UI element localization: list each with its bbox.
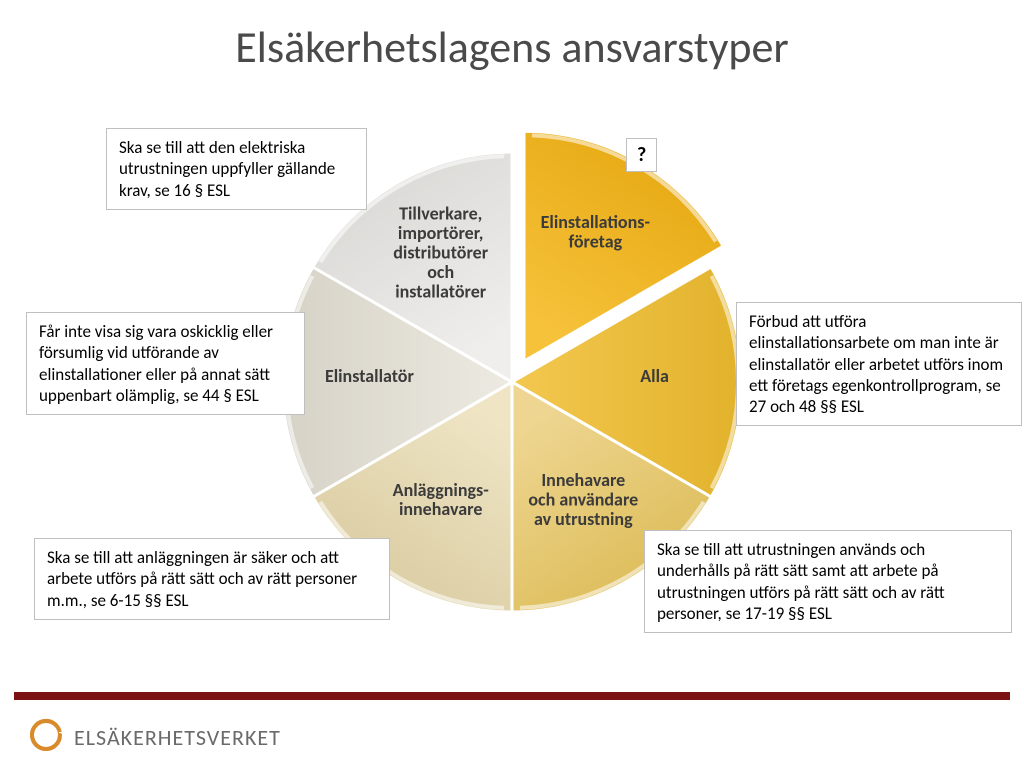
footer-accent-bar [14, 692, 1010, 700]
callout-innehavare: Ska se till att utrustningen används och… [644, 530, 1012, 633]
brand-logo: ELSÄKERHETSVERKET [28, 717, 281, 758]
callout-elinstallator: Får inte visa sig vara oskicklig eller f… [26, 312, 305, 415]
callout-alla: Förbud att utföra elinstallationsarbete … [736, 302, 1022, 426]
callout-anlaggning: Ska se till att anläggningen är säker oc… [34, 538, 390, 620]
pie-label-anlaggnings-innehavare: Anläggnings-innehavare [393, 479, 489, 520]
logo-ring-icon [28, 717, 64, 758]
logo-text: ELSÄKERHETSVERKET [74, 724, 281, 751]
pie-label-alla: Alla [640, 365, 669, 387]
pie-label-innehavare-anvandare: Innehavareoch användareav utrustning [528, 469, 638, 530]
slide: Elsäkerhetslagens ansvarstyper Elinstall… [0, 0, 1024, 780]
pie-label-elinstallator: Elinstallatör [325, 365, 415, 387]
question-mark-box: ? [626, 138, 657, 172]
callout-tillverkare: Ska se till att den elektriska utrustnin… [106, 128, 367, 210]
pie-label-tillverkare: Tillverkare,importörer,distributörerochi… [393, 203, 488, 303]
page-title: Elsäkerhetslagens ansvarstyper [0, 20, 1024, 74]
